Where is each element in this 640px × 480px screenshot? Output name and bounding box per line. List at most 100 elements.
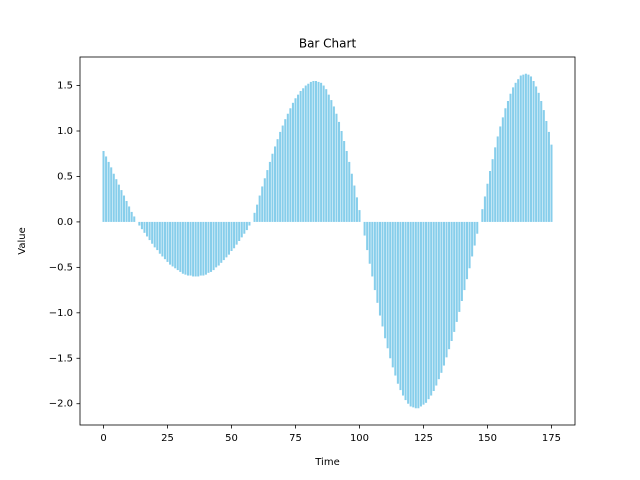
bar [279, 131, 282, 222]
bar [281, 125, 284, 222]
bar [102, 151, 105, 222]
bar [376, 221, 379, 303]
bar [327, 94, 330, 222]
bar [143, 221, 146, 233]
bar [261, 186, 264, 222]
bar [460, 221, 463, 301]
bar [297, 94, 300, 222]
bar [222, 221, 225, 261]
bar [419, 221, 422, 407]
bar [442, 221, 445, 366]
bar [345, 151, 348, 222]
bar [225, 221, 228, 258]
bar [355, 197, 358, 222]
bar [176, 221, 179, 271]
bar [340, 131, 343, 222]
bar [445, 221, 448, 358]
bar [110, 167, 113, 222]
bar [148, 221, 151, 241]
bar [189, 221, 192, 276]
y-tick-label: −1.0 [49, 308, 73, 319]
bar [476, 221, 479, 234]
bar [399, 221, 402, 391]
bar [486, 183, 489, 222]
bar [140, 221, 143, 230]
bar [289, 108, 292, 222]
bar [146, 221, 149, 237]
bar [547, 131, 550, 222]
x-tick-label: 175 [542, 433, 561, 444]
bar [407, 221, 410, 404]
bar [302, 88, 305, 222]
bar [504, 108, 507, 222]
bar [171, 221, 174, 267]
bar [320, 82, 323, 222]
bar [322, 85, 325, 222]
y-axis-label: Value [17, 227, 28, 254]
bar [207, 221, 210, 273]
bar [115, 179, 118, 222]
bar [368, 221, 371, 264]
bar [473, 221, 476, 246]
bar [284, 119, 287, 222]
bar [468, 221, 471, 269]
bar [348, 161, 351, 222]
bar [425, 221, 428, 403]
bar [122, 195, 126, 222]
bar [491, 159, 494, 222]
y-tick-label: 0.5 [57, 171, 73, 182]
bar [448, 221, 451, 350]
bar [481, 209, 484, 222]
bar [337, 121, 341, 222]
bar [450, 221, 453, 341]
bar [358, 210, 361, 222]
bar [312, 81, 315, 222]
bar [212, 221, 215, 271]
y-tick-label: 1.0 [57, 126, 73, 137]
axes-frame [79, 56, 576, 426]
y-tick-label: 0.0 [57, 217, 73, 228]
bar [299, 91, 302, 222]
bar [266, 170, 269, 222]
bar [506, 101, 509, 222]
bar [248, 221, 251, 226]
x-tick-label: 75 [289, 433, 302, 444]
bar [386, 221, 389, 349]
bar [414, 221, 417, 409]
bar [394, 221, 397, 376]
bar [427, 221, 430, 400]
bar [256, 204, 259, 222]
bar [230, 221, 233, 251]
bar [294, 98, 297, 222]
bar [335, 113, 338, 222]
bar [304, 85, 307, 222]
bar [133, 216, 136, 222]
bar [156, 221, 159, 251]
bar [432, 221, 435, 391]
bar [422, 221, 425, 405]
bar [317, 81, 320, 222]
bar [501, 117, 504, 222]
bar [353, 185, 356, 222]
bar [430, 221, 433, 396]
bar [350, 173, 353, 222]
bar [330, 100, 333, 222]
x-tick-label: 50 [225, 433, 238, 444]
bar [263, 178, 266, 222]
bar [455, 221, 458, 322]
bar [314, 81, 318, 222]
bar [545, 121, 548, 222]
bar [332, 106, 335, 222]
bar [240, 221, 243, 238]
bar [151, 221, 154, 244]
bar [540, 101, 543, 222]
bar [542, 110, 545, 222]
bar [235, 221, 238, 245]
x-tick-label: 25 [161, 433, 174, 444]
bar [258, 195, 261, 222]
x-axis-label: Time [314, 457, 339, 468]
bar [112, 173, 115, 222]
bar [194, 221, 197, 277]
bar [199, 221, 202, 276]
bar [522, 74, 525, 222]
